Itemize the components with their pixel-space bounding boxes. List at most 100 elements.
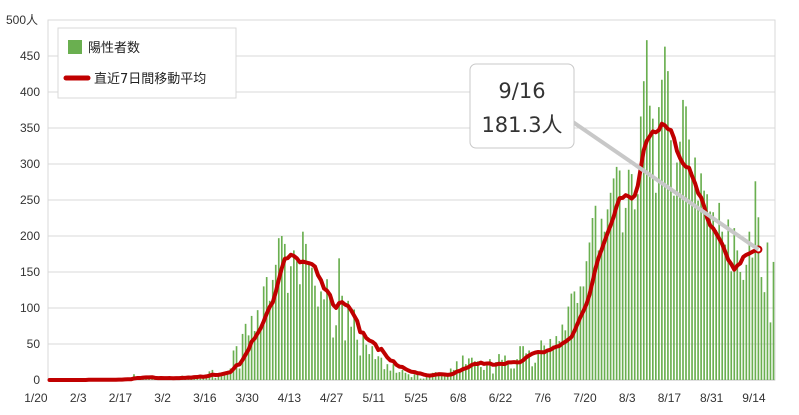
bar [410,377,413,380]
bar [630,174,633,380]
bar [679,141,681,380]
bar [443,376,446,380]
bar [311,267,313,380]
x-tick-label: 3/2 [154,391,171,405]
bar [561,324,564,380]
bar [365,344,368,380]
bar [639,116,642,380]
bar [404,372,407,380]
bar [338,258,340,380]
x-axis: 1/20 2/3 2/17 3/2 3/16 3/30 4/13 4/27 5/11 5/25 6/… [24,379,775,405]
bar [299,284,301,380]
bar [326,279,328,380]
bar [407,374,410,380]
bar [742,279,745,380]
bar [280,236,283,380]
bar [437,372,440,380]
bar [290,266,292,380]
callout-box [469,63,575,149]
bar [642,81,645,380]
bar [217,374,220,380]
bar [760,277,763,380]
bar [374,359,377,380]
bar [685,106,687,381]
x-tick-label: 8/31 [700,391,724,405]
bar [582,286,585,380]
bar [525,353,527,380]
bar [528,350,530,380]
bar [579,286,582,380]
bar [540,340,543,380]
bar [718,202,721,380]
x-tick-label: 8/17 [658,391,682,405]
bar [727,219,730,380]
bar [549,338,552,380]
bar [335,325,337,380]
bar [293,250,295,380]
bar [223,374,226,380]
bar [612,178,615,380]
callout: 9/16 181.3人 [469,63,760,252]
callout-date: 9/16 [498,79,545,103]
x-tick-label: 8/3 [619,391,636,405]
bar [317,306,319,380]
x-tick-label: 9/14 [742,391,766,405]
bar [320,291,322,380]
bar [458,371,461,380]
bar [151,378,153,380]
bar [507,362,509,380]
bar [226,372,229,380]
callout-value: 181.3人 [481,113,562,137]
x-tick-label: 4/13 [278,391,302,405]
y-tick-label: 200 [20,229,40,243]
x-tick-label: 5/11 [363,391,386,405]
bar [694,157,696,380]
bar [552,345,555,380]
y-tick-label: 250 [20,193,40,207]
bar [534,362,537,380]
bar [712,212,714,380]
y-tick-label: 300 [20,157,40,171]
bar [498,354,500,380]
bar [615,166,618,380]
bar [368,354,371,380]
bar [594,205,597,380]
bar [724,244,727,380]
y-tick-label: 50 [27,337,41,351]
bar [543,345,546,380]
bar [440,374,443,380]
legend: 陽性者数 直近7日間移動平均 [57,27,237,99]
bar [274,264,277,380]
bar [597,250,600,380]
x-tick-label: 1/20 [24,391,48,405]
legend-line-label: 直近7日間移動平均 [94,72,206,87]
bar [314,285,316,380]
bar [558,341,561,380]
bar [658,107,660,381]
bar [492,373,494,380]
bar [286,292,289,380]
bar [356,339,359,380]
bar [341,295,343,380]
bar [591,218,594,380]
bar [645,40,648,380]
moving-average-line [47,121,761,382]
bar [733,228,736,380]
bar [609,192,612,380]
bar [709,211,711,380]
bar [691,171,693,380]
bar [627,169,630,380]
bar [757,217,760,380]
bar [398,372,401,380]
bar [766,242,769,380]
bar [567,306,570,380]
x-tick-label: 7/20 [573,391,597,405]
bar [510,368,512,380]
bar [353,309,356,380]
bar [495,362,497,380]
y-tick-label: 150 [20,265,40,279]
bar [573,291,576,380]
legend-box [57,27,237,99]
bar [253,331,256,380]
